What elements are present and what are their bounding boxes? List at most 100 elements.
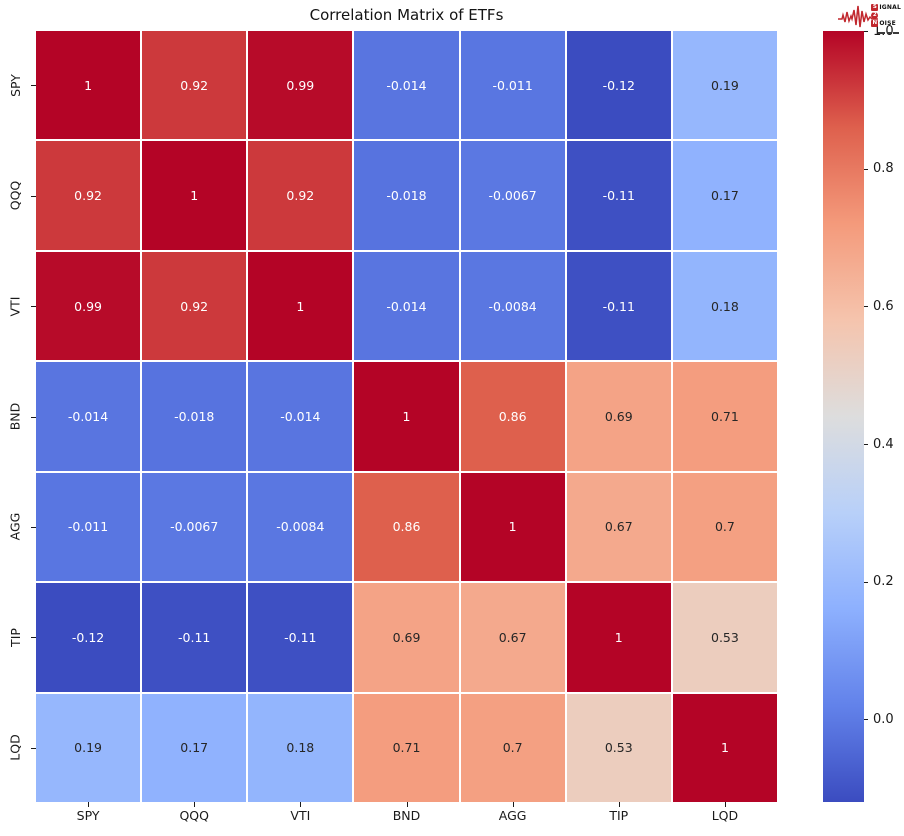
- heatmap-cell: 0.71: [672, 362, 777, 471]
- heatmap-cell: 1: [248, 251, 353, 361]
- colorbar-tick-label: 0.2: [873, 574, 894, 590]
- axis-tick-x: [618, 802, 620, 807]
- axis-tick-y: [31, 416, 36, 418]
- signal2noise-logo: S IGNAL 2 N OISE: [838, 2, 902, 40]
- logo-word-noise: OISE: [879, 19, 896, 27]
- axis-tick-y: [31, 306, 36, 308]
- heatmap-cell: -0.12: [566, 31, 671, 140]
- heatmap-cell: 0.67: [566, 472, 671, 582]
- colorbar-tick: [864, 168, 868, 170]
- colorbar-tick-label: 0.0: [873, 711, 894, 727]
- axis-tick-x: [406, 802, 408, 807]
- logo-letter-n: N: [871, 19, 879, 27]
- heatmap-cell: 0.7: [460, 693, 565, 802]
- axis-tick-x: [88, 802, 90, 807]
- heatmap-cell: 0.92: [248, 141, 353, 250]
- heatmap-cell: 1: [354, 362, 459, 471]
- heatmap-cell: 1: [142, 141, 247, 250]
- colorbar: [823, 31, 864, 802]
- logo-word-signal: IGNAL: [879, 3, 901, 11]
- heatmap-cell: -0.0084: [248, 472, 353, 582]
- colorbar-tick: [864, 719, 868, 721]
- heatmap-cell: 0.99: [36, 251, 141, 361]
- axis-tick-x: [512, 802, 514, 807]
- colorbar-tick: [864, 306, 868, 308]
- x-axis-label: LQD: [711, 808, 739, 823]
- y-axis-label: AGG: [7, 513, 23, 541]
- heatmap-cell: -0.014: [354, 251, 459, 361]
- logo-letter-s: S: [871, 3, 879, 11]
- heatmap-cell: 0.69: [354, 583, 459, 692]
- heatmap-cell: 0.17: [142, 693, 247, 802]
- axis-tick-x: [724, 802, 726, 807]
- colorbar-tick: [864, 31, 868, 32]
- x-axis-label: AGG: [498, 808, 527, 823]
- heatmap-cell: -0.11: [248, 583, 353, 692]
- heatmap-cell: -0.11: [142, 583, 247, 692]
- axis-tick-y: [31, 526, 36, 528]
- heatmap-cell: 0.53: [566, 693, 671, 802]
- y-axis-label: LQD: [7, 734, 23, 761]
- chart-title: Correlation Matrix of ETFs: [309, 6, 504, 24]
- colorbar-tick-label: 0.4: [873, 436, 894, 452]
- heatmap-cell: 0.99: [248, 31, 353, 140]
- colorbar-tick-label: 0.6: [873, 298, 894, 314]
- colorbar-tick-label: 0.8: [873, 161, 894, 177]
- heatmap-cell: 1: [36, 31, 141, 140]
- heatmap-cell: 0.18: [672, 251, 777, 361]
- heatmap-cell: -0.11: [566, 141, 671, 250]
- heatmap-cell: -0.12: [36, 583, 141, 692]
- heatmap-cell: -0.0067: [460, 141, 565, 250]
- axis-tick-y: [31, 747, 36, 749]
- axis-tick-x: [300, 802, 302, 807]
- logo-digit-2: 2: [871, 11, 879, 19]
- heatmap-cell: 0.19: [672, 31, 777, 140]
- axis-tick-y: [31, 637, 36, 639]
- correlation-heatmap: 1 0.92 0.99 -0.014 -0.011 -0.12 0.19 0.92 1 0.92-…: [36, 31, 777, 802]
- heatmap-cell: -0.0084: [460, 251, 565, 361]
- x-axis-label: QQQ: [179, 808, 209, 823]
- colorbar-tick: [864, 581, 868, 583]
- axis-tick-x: [194, 802, 196, 807]
- heatmap-cell: 0.69: [566, 362, 671, 471]
- x-axis-label: SPY: [76, 808, 100, 823]
- heatmap-cell: 0.18: [248, 693, 353, 802]
- heatmap-cell: 0.53: [672, 583, 777, 692]
- x-axis-label: BND: [392, 808, 421, 823]
- heatmap-cell: 0.92: [36, 141, 141, 250]
- waveform-icon: [838, 5, 878, 28]
- heatmap-cell: -0.0067: [142, 472, 247, 582]
- axis-tick-y: [31, 85, 36, 87]
- heatmap-cell: 0.92: [142, 31, 247, 140]
- axis-tick-y: [31, 195, 36, 197]
- logo-tagline-marks: [878, 32, 899, 34]
- heatmap-cell: 1: [672, 693, 777, 802]
- heatmap-cell: 1: [460, 472, 565, 582]
- heatmap-cell: -0.014: [36, 362, 141, 471]
- heatmap-cell: 0.67: [460, 583, 565, 692]
- heatmap-cell: -0.018: [354, 141, 459, 250]
- y-axis-label: TIP: [7, 627, 23, 647]
- heatmap-cell: 0.19: [36, 693, 141, 802]
- logo-text: S IGNAL 2 N OISE: [871, 3, 901, 27]
- heatmap-cell: -0.011: [36, 472, 141, 582]
- heatmap-cell: 0.92: [142, 251, 247, 361]
- heatmap-cell: 0.7: [672, 472, 777, 582]
- colorbar-tick: [864, 444, 868, 446]
- heatmap-cell: 0.71: [354, 693, 459, 802]
- y-axis-label: BND: [7, 402, 23, 431]
- heatmap-cell: 0.17: [672, 141, 777, 250]
- x-axis-label: VTI: [290, 808, 311, 823]
- heatmap-cell: -0.014: [248, 362, 353, 471]
- x-axis-label: TIP: [609, 808, 629, 823]
- y-axis-label: QQQ: [7, 180, 23, 211]
- colorbar-tick-label: 1.0: [873, 23, 894, 39]
- heatmap-cell: -0.11: [566, 251, 671, 361]
- heatmap-cell: -0.011: [460, 31, 565, 140]
- y-axis-label: SPY: [7, 73, 23, 97]
- heatmap-cell: 0.86: [460, 362, 565, 471]
- heatmap-cell: 0.86: [354, 472, 459, 582]
- y-axis-label: VTI: [7, 296, 23, 316]
- heatmap-cell: 1: [566, 583, 671, 692]
- heatmap-cell: -0.014: [354, 31, 459, 140]
